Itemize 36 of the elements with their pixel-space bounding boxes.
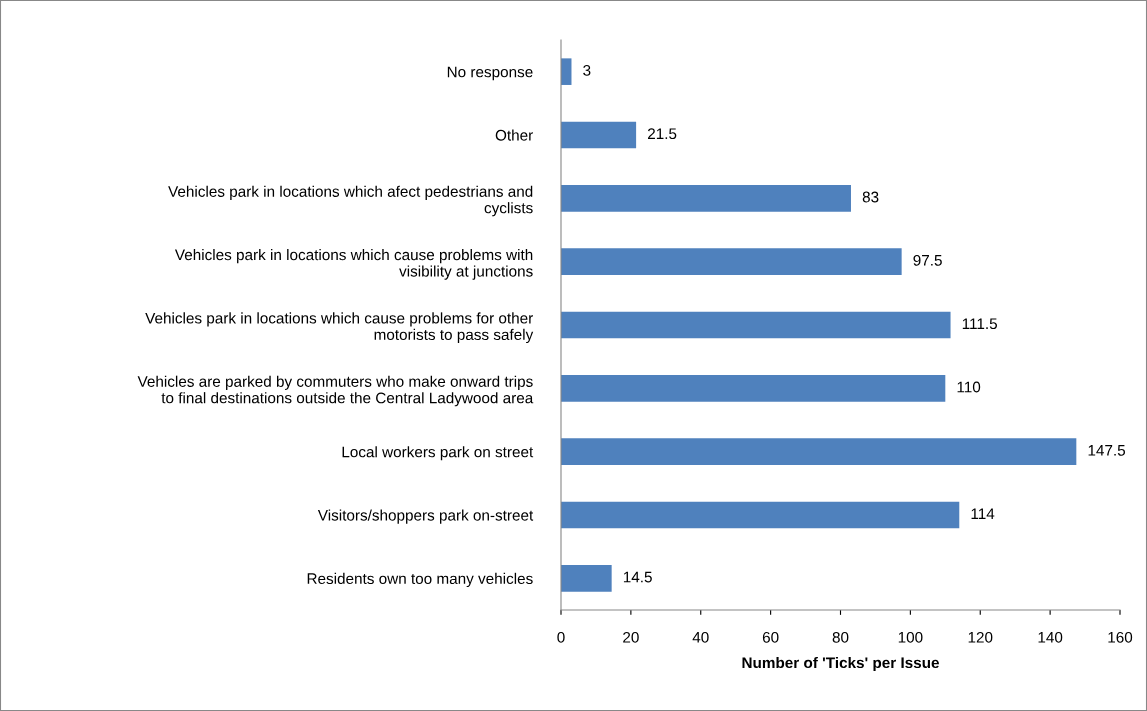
x-tick-label: 100 bbox=[898, 631, 923, 643]
bar bbox=[561, 565, 612, 592]
bar bbox=[561, 121, 637, 149]
x-axis-title: Number of 'Ticks' per Issue bbox=[742, 656, 939, 672]
y-tick-label: Other bbox=[495, 129, 533, 141]
x-tick-label: 0 bbox=[557, 631, 565, 643]
bar bbox=[561, 501, 960, 529]
x-tick-label: 160 bbox=[1108, 631, 1133, 643]
bar bbox=[561, 311, 951, 339]
data-label: 83 bbox=[862, 191, 879, 203]
x-tick-label: 40 bbox=[692, 631, 709, 643]
y-tick-label: Visitors/shoppers park on-street bbox=[317, 509, 534, 524]
data-label: 97.5 bbox=[913, 254, 942, 266]
y-tick-label: Vehicles park in locations which afect pedestrians and cyclists bbox=[168, 185, 533, 217]
data-label: 21.5 bbox=[648, 128, 677, 140]
data-label: 114 bbox=[971, 508, 995, 519]
data-label: 110 bbox=[957, 381, 981, 393]
y-tick-label: Local workers park on street bbox=[342, 446, 534, 461]
x-tick-label: 140 bbox=[1038, 631, 1063, 643]
bar bbox=[561, 185, 851, 212]
y-tick-label: Vehicles park in locations which cause problems for other motorists to pass safely bbox=[145, 312, 534, 344]
data-label: 147.5 bbox=[1088, 445, 1126, 456]
y-tick-label: Residents own too many vehicles bbox=[307, 572, 533, 588]
bar bbox=[561, 375, 946, 402]
y-tick-label: Vehicles park in locations which cause problems with visibility at junctions bbox=[174, 249, 533, 280]
y-tick-label: No response bbox=[447, 66, 533, 81]
x-tick-label: 120 bbox=[968, 631, 993, 643]
data-label: 14.5 bbox=[623, 571, 652, 583]
data-label: 3 bbox=[583, 64, 591, 76]
bar bbox=[561, 438, 1077, 465]
x-tick-label: 20 bbox=[623, 631, 639, 643]
y-tick-label: Vehicles are parked by commuters who make onward trips to final destinations outside the Central Ladywood area bbox=[137, 375, 534, 407]
bar bbox=[561, 248, 902, 275]
data-label: 111.5 bbox=[962, 318, 997, 330]
x-tick-label: 80 bbox=[832, 631, 849, 643]
x-tick-label: 60 bbox=[762, 631, 779, 643]
